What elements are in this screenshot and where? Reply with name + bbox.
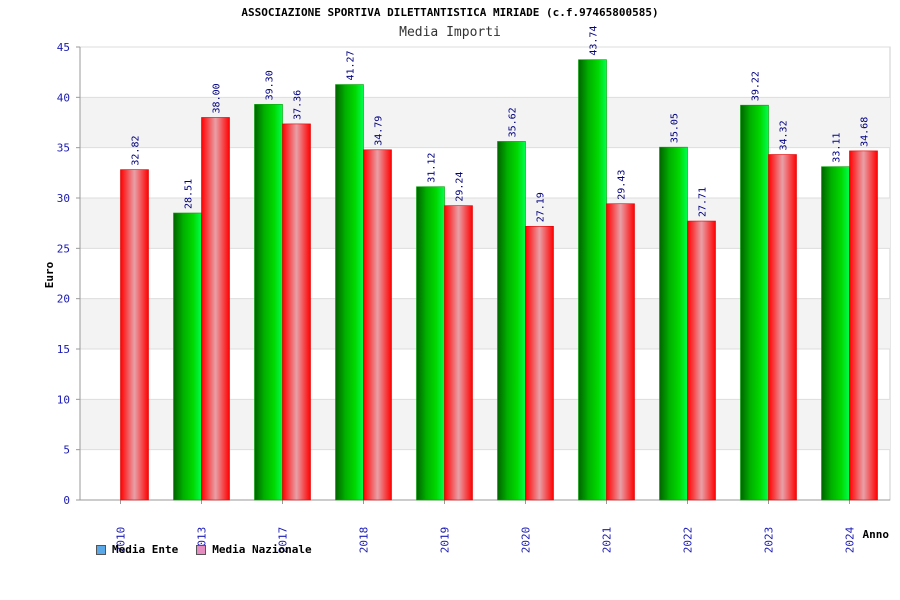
y-tick-label: 35 [57, 142, 70, 155]
x-tick-label: 2020 [520, 527, 533, 554]
bar-media-nazionale [282, 123, 311, 501]
bar-media-ente [254, 104, 283, 501]
y-axis-label: Euro [43, 261, 56, 288]
data-label: 29.43 [617, 170, 628, 200]
bar-media-nazionale [525, 225, 554, 501]
bar-media-ente [173, 212, 202, 501]
bar-media-nazionale [363, 149, 392, 501]
legend-label-media-ente: Media Ente [112, 543, 179, 556]
legend-swatch-media-nazionale [196, 544, 207, 555]
legend-label-media-nazionale: Media Nazionale [212, 543, 312, 556]
data-label: 39.22 [751, 71, 762, 101]
bar-media-ente [740, 104, 769, 501]
y-tick-label: 25 [57, 242, 70, 255]
bar-media-nazionale [687, 220, 716, 501]
chart-title: ASSOCIAZIONE SPORTIVA DILETTANTISTICA MI… [241, 6, 659, 19]
data-label: 27.71 [698, 187, 709, 217]
legend-item-media-ente: Media Ente [96, 543, 178, 556]
y-tick-label: 45 [57, 41, 70, 54]
y-tick-label: 20 [57, 293, 70, 306]
y-tick-label: 40 [57, 91, 70, 104]
bar-media-ente [416, 186, 445, 501]
y-tick-label: 10 [57, 393, 70, 406]
data-label: 29.24 [455, 172, 466, 202]
legend: Media Ente Media Nazionale [96, 543, 312, 556]
bars [120, 59, 878, 501]
y-tick-label: 30 [57, 192, 70, 205]
bar-media-nazionale [201, 117, 230, 501]
data-label: 32.82 [131, 136, 142, 166]
data-label: 41.27 [346, 50, 357, 80]
x-tick-label: 2010 [115, 527, 128, 554]
data-label: 31.12 [427, 153, 438, 183]
data-label: 37.36 [293, 90, 304, 120]
bar-media-ente [578, 59, 607, 501]
bar-media-ente [335, 84, 364, 501]
y-tick-label: 5 [63, 444, 70, 457]
x-tick-label: 2017 [277, 527, 290, 554]
x-tick-label: 2021 [601, 527, 614, 554]
x-tick-label: 2024 [844, 526, 857, 553]
x-axis-label: Anno [863, 528, 890, 541]
data-label: 43.74 [589, 26, 600, 56]
chart-subtitle: Media Importi [399, 25, 501, 40]
data-label: 35.05 [670, 113, 681, 143]
bar-media-ente [659, 146, 688, 501]
bar-media-ente [497, 141, 526, 501]
data-label: 39.30 [265, 70, 276, 100]
legend-item-media-nazionale: Media Nazionale [196, 543, 312, 556]
bar-media-nazionale [444, 205, 473, 501]
data-label: 35.62 [508, 107, 519, 137]
legend-swatch-media-ente [96, 544, 106, 555]
data-label: 34.32 [779, 120, 790, 150]
x-tick-label: 2022 [682, 527, 695, 554]
x-tick-label: 2023 [763, 527, 776, 554]
data-label: 38.00 [212, 83, 223, 113]
data-label: 34.79 [374, 116, 385, 146]
data-label: 34.68 [860, 117, 871, 147]
bar-media-nazionale [606, 203, 635, 501]
bar-media-nazionale [120, 169, 149, 501]
y-tick-label: 15 [57, 343, 70, 356]
data-label: 33.11 [832, 133, 843, 163]
bar-media-nazionale [849, 150, 878, 501]
data-label: 28.51 [184, 179, 195, 209]
bar-media-ente [821, 166, 850, 501]
data-labels: 32.82 28.51 38.00 39.30 37.36 41.27 34.79 31.12… [131, 26, 871, 223]
x-tick-label: 2018 [358, 527, 371, 554]
y-tick-label: 0 [63, 494, 70, 507]
bar-media-nazionale [768, 154, 797, 501]
data-label: 27.19 [536, 192, 547, 222]
x-tick-label: 2019 [439, 527, 452, 554]
